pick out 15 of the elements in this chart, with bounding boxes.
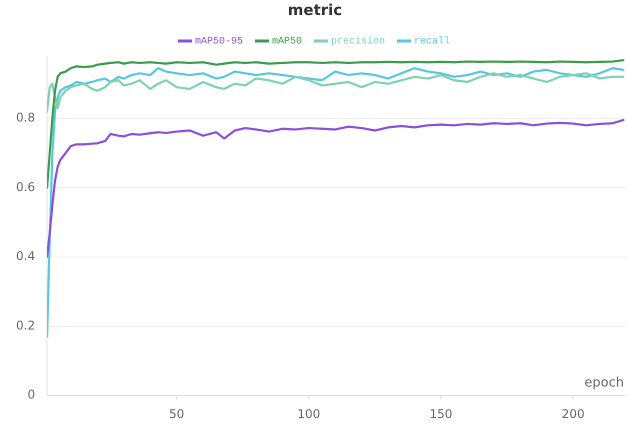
x-tick-label: 100 — [297, 406, 320, 421]
legend-label: mAP50 — [272, 36, 302, 48]
y-tick-label: 0.8 — [16, 110, 36, 124]
y-tick-label: 0 — [27, 388, 36, 402]
chart-title: metric — [288, 0, 342, 19]
y-tick-label: 0.2 — [16, 318, 36, 332]
y-tick-label: 0.6 — [16, 180, 36, 194]
y-tick-label: 0.4 — [16, 249, 36, 264]
x-tick-label: 200 — [562, 406, 585, 421]
legend-label: recall — [414, 36, 450, 48]
x-axis-title: epoch — [584, 375, 624, 390]
x-tick-label: 150 — [430, 406, 452, 421]
legend-label: precision — [331, 36, 386, 48]
legend-label: mAP50-95 — [194, 36, 243, 48]
x-tick-label: 50 — [168, 406, 184, 421]
